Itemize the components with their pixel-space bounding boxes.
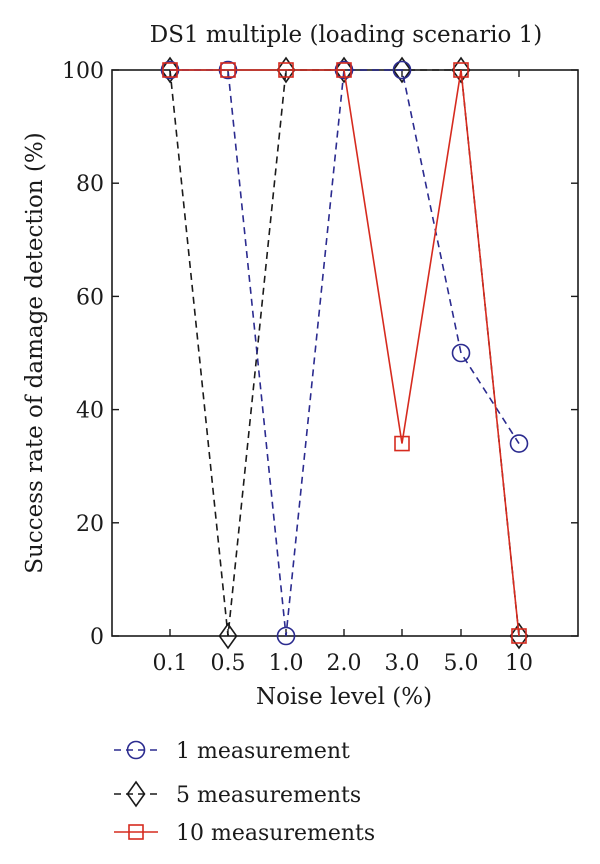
x-tick-label: 1.0	[269, 651, 304, 676]
legend-marker-diamond	[126, 780, 146, 808]
y-tick-label: 0	[90, 625, 104, 650]
y-tick-label: 40	[76, 399, 104, 424]
legend-item: 1 measurement	[114, 739, 350, 764]
data-point-diamond	[392, 56, 412, 84]
data-point-square	[278, 62, 294, 78]
series-line	[169, 69, 520, 637]
data-point-diamond	[509, 622, 529, 650]
legend: 1 measurement 5 measurements 10 measuremen…	[114, 739, 375, 846]
data-point-square	[220, 62, 236, 78]
legend-item: 10 measurements	[114, 821, 375, 846]
series-layer	[160, 56, 529, 650]
data-point-square	[336, 62, 352, 78]
y-tick-label: 80	[76, 172, 104, 197]
data-point-square	[162, 62, 178, 78]
x-tick-label: 2.0	[327, 651, 362, 676]
series-line	[170, 69, 520, 637]
legend-marker-square	[128, 824, 144, 840]
x-tick-label: 10	[505, 651, 533, 676]
data-point-diamond	[276, 56, 296, 84]
legend-marker-circle	[126, 740, 146, 760]
series-line	[170, 69, 520, 637]
data-point-circle	[451, 343, 471, 363]
x-axis-label: Noise level (%)	[256, 684, 432, 710]
x-tick-label: 5.0	[444, 651, 479, 676]
y-tick-label: 20	[76, 512, 104, 537]
data-point-diamond	[451, 56, 471, 84]
data-point-square	[511, 628, 527, 644]
data-point-circle	[276, 626, 296, 646]
legend-item: 5 measurements	[114, 780, 361, 808]
y-axis-label: Success rate of damage detection (%)	[22, 132, 48, 573]
x-axis: 0.1 0.5 1.0 2.0 3.0 5.0 10	[153, 70, 533, 676]
y-tick-label: 60	[76, 285, 104, 310]
y-axis: 0 20 40 60 80 100	[62, 59, 578, 650]
series-1	[160, 60, 529, 646]
data-point-square	[453, 62, 469, 78]
plot-area	[111, 69, 579, 637]
data-point-square	[394, 435, 410, 452]
data-point-diamond	[218, 622, 238, 650]
y-tick-label: 100	[62, 59, 104, 84]
x-tick-label: 0.5	[211, 651, 246, 676]
x-tick-label: 3.0	[385, 651, 420, 676]
legend-label: 5 measurements	[176, 783, 361, 808]
data-point-circle	[392, 60, 412, 80]
series-2	[160, 56, 529, 650]
legend-label: 1 measurement	[176, 739, 350, 764]
x-tick-label: 0.1	[153, 651, 188, 676]
chart-title: DS1 multiple (loading scenario 1)	[150, 22, 542, 48]
data-point-diamond	[160, 56, 180, 84]
data-point-circle	[509, 434, 529, 453]
data-point-diamond	[334, 56, 354, 84]
series-3	[162, 62, 527, 644]
legend-label: 10 measurements	[176, 821, 375, 846]
